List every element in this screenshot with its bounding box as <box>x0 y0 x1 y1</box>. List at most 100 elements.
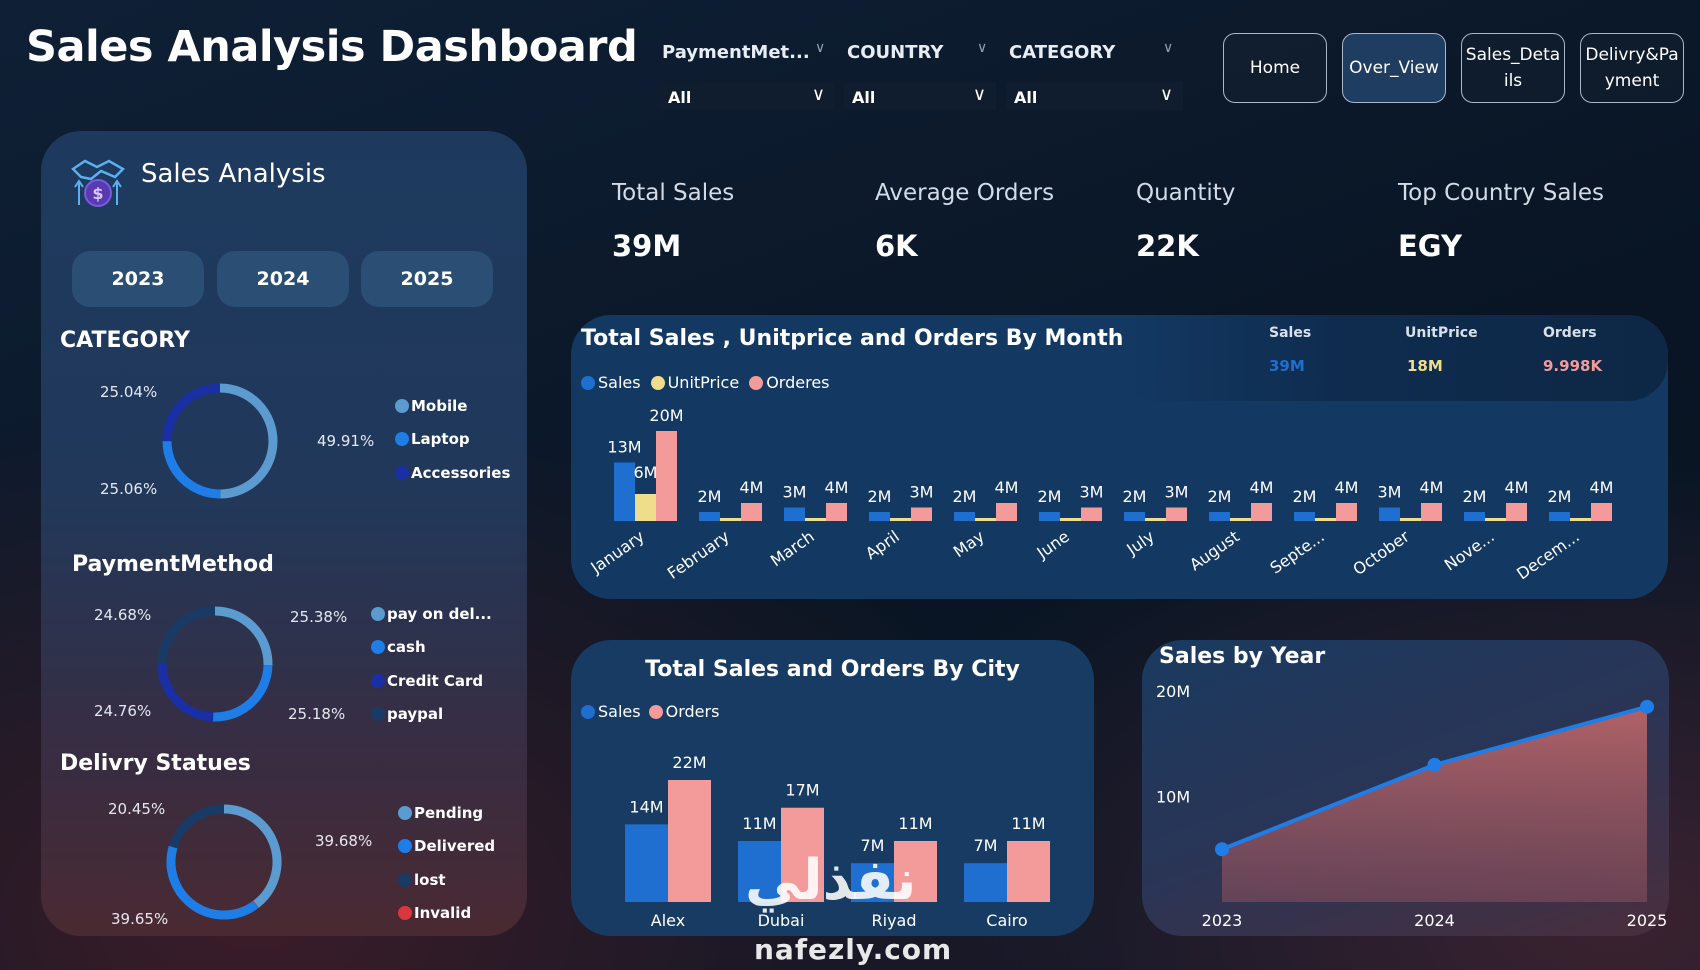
data-point[interactable] <box>1427 757 1442 772</box>
data-label: 20M <box>649 406 683 425</box>
chevron-down-icon: ∨ <box>1159 84 1173 105</box>
sales-details-button[interactable]: Sales_Details <box>1461 33 1565 103</box>
delivery-payment-button[interactable]: Delivry&Payment <box>1580 33 1684 103</box>
delivery-donut <box>166 804 282 920</box>
filter-country-value: All <box>852 88 876 107</box>
watermark-arabic: نفذلي <box>745 848 917 913</box>
legend-label: Sales <box>598 702 641 721</box>
bar-orderes[interactable] <box>1081 507 1102 522</box>
bar-unitprice[interactable] <box>975 518 996 521</box>
bar-sales[interactable] <box>1379 507 1400 522</box>
y-tick-label: 10M <box>1156 788 1190 807</box>
bar-sales[interactable] <box>851 863 894 902</box>
city-chart: 14M 22M Alex 11M 17M Dubai 7M 11M Riyad 7M 11M Cair… <box>625 753 1050 930</box>
bar-orderes[interactable] <box>741 503 762 521</box>
legend-dot <box>749 375 764 390</box>
bar-orderes[interactable] <box>1251 503 1272 521</box>
bar-orderes[interactable] <box>1336 503 1357 521</box>
bar-orders[interactable] <box>781 807 824 902</box>
legend-dot <box>395 399 409 413</box>
chevron-down-icon[interactable]: ∨ <box>977 40 988 56</box>
bar-orderes[interactable] <box>1506 503 1527 521</box>
filter-category-select[interactable]: All ∨ <box>1006 82 1183 110</box>
data-label: 3M <box>1080 483 1104 502</box>
bar-unitprice[interactable] <box>1060 518 1081 521</box>
data-point[interactable] <box>1640 699 1654 714</box>
bar-unitprice[interactable] <box>890 518 911 521</box>
bar-orderes[interactable] <box>996 503 1017 521</box>
filter-country-label: COUNTRY <box>847 42 944 63</box>
bar-sales[interactable] <box>699 512 720 521</box>
year-button-2024[interactable]: 2024 <box>217 251 349 307</box>
bar-orderes[interactable] <box>826 503 847 521</box>
bar-orders[interactable] <box>1007 841 1050 902</box>
bar-orderes[interactable] <box>911 507 932 522</box>
legend-label: Laptop <box>411 430 470 448</box>
bar-unitprice[interactable] <box>1570 518 1591 521</box>
bar-sales[interactable] <box>784 507 805 522</box>
bar-sales[interactable] <box>1549 512 1570 521</box>
year-button-2023[interactable]: 2023 <box>72 251 204 307</box>
donut-slice <box>157 662 214 722</box>
bar-unitprice[interactable] <box>1230 518 1251 521</box>
chevron-down-icon[interactable]: ∨ <box>1163 40 1174 56</box>
home-button[interactable]: Home <box>1223 33 1327 103</box>
chevron-down-icon: ∨ <box>972 84 986 105</box>
chevron-down-icon[interactable]: ∨ <box>815 40 826 56</box>
payment-pct-pod: 25.38% <box>290 608 348 626</box>
left-panel-title: Sales Analysis <box>141 159 326 189</box>
donut-slice <box>162 440 221 499</box>
legend-dot <box>371 607 385 621</box>
bar-sales[interactable] <box>1464 512 1485 521</box>
bar-orders[interactable] <box>894 841 937 902</box>
legend-label: Orderes <box>766 373 830 392</box>
x-tick-label: May <box>950 527 988 562</box>
payment-pct-cash: 25.18% <box>288 705 346 723</box>
x-tick-label: Cairo <box>986 911 1027 930</box>
filter-payment-select[interactable]: All ∨ <box>660 82 835 110</box>
overview-button[interactable]: Over_View <box>1342 33 1446 103</box>
bar-sales[interactable] <box>1294 512 1315 521</box>
donut-slice <box>219 383 278 499</box>
bar-sales[interactable] <box>1209 512 1230 521</box>
bar-sales[interactable] <box>964 863 1007 902</box>
area-fill <box>1222 706 1647 902</box>
bar-sales[interactable] <box>738 841 781 902</box>
bar-unitprice[interactable] <box>1485 518 1506 521</box>
bar-unitprice[interactable] <box>1145 518 1166 521</box>
svg-text:$: $ <box>92 184 103 203</box>
bar-orderes[interactable] <box>1421 503 1442 521</box>
x-tick-label: June <box>1033 527 1073 563</box>
legend-label: Invalid <box>414 904 472 922</box>
year-chart: 10M 20M 2023 2024 2025 <box>1156 682 1667 930</box>
year-button-2025[interactable]: 2025 <box>361 251 493 307</box>
bar-unitprice[interactable] <box>635 494 656 521</box>
bar-unitprice[interactable] <box>805 518 826 521</box>
legend-dot <box>648 704 663 719</box>
donut-slice <box>214 606 273 666</box>
data-label: 14M <box>629 797 663 816</box>
bar-orderes[interactable] <box>656 431 677 521</box>
bar-sales[interactable] <box>625 824 668 902</box>
bar-orders[interactable] <box>668 780 711 902</box>
bar-orderes[interactable] <box>1591 503 1612 521</box>
data-label: 2M <box>868 487 892 506</box>
bar-unitprice[interactable] <box>720 518 741 521</box>
bar-sales[interactable] <box>954 512 975 521</box>
bar-orderes[interactable] <box>1166 507 1187 522</box>
bar-sales[interactable] <box>614 462 635 522</box>
monthly-legend: Sales UnitPrice Orderes <box>581 373 830 392</box>
filter-country-select[interactable]: All ∨ <box>844 82 996 110</box>
legend-dot <box>650 375 665 390</box>
city-chart-title: Total Sales and Orders By City <box>645 657 1020 682</box>
x-tick-label: January <box>586 527 647 578</box>
legend-dot <box>371 707 385 721</box>
bar-sales[interactable] <box>869 512 890 521</box>
bar-unitprice[interactable] <box>1315 518 1336 521</box>
data-point[interactable] <box>1215 842 1229 857</box>
bar-sales[interactable] <box>1124 512 1145 521</box>
bar-sales[interactable] <box>1039 512 1060 521</box>
legend-label: lost <box>414 871 446 889</box>
watermark-latin: nafezly.com <box>754 933 953 966</box>
bar-unitprice[interactable] <box>1400 518 1421 521</box>
